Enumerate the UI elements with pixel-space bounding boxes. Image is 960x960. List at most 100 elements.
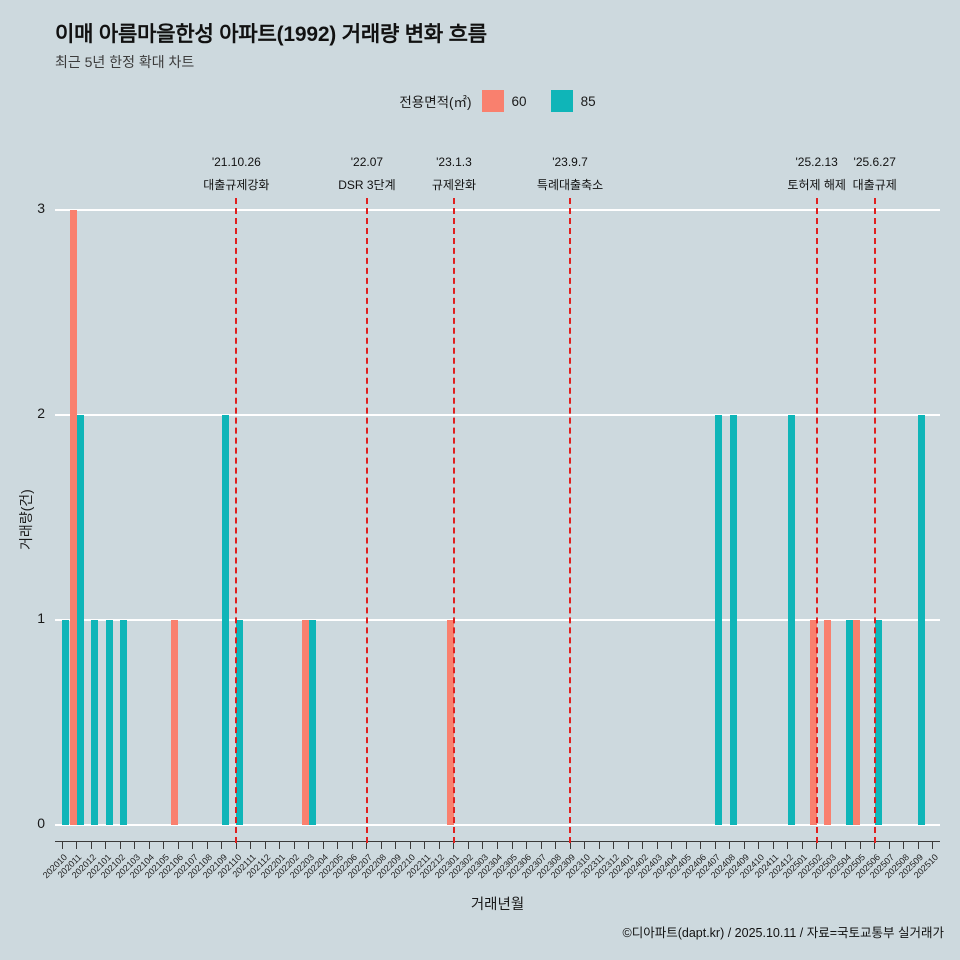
x-tick-mark [671,841,673,849]
x-tick-mark [337,841,339,849]
x-tick-mark [424,841,426,849]
x-tick-mark [409,841,411,849]
x-tick-mark [772,841,774,849]
x-tick-mark [105,841,107,849]
x-tick-mark [787,841,789,849]
x-tick-mark [598,841,600,849]
legend: 전용면적(㎡) 60 85 [55,90,940,112]
bar-60-202203 [301,620,309,825]
x-tick-mark [700,841,702,849]
x-tick-mark [758,841,760,849]
bar-60-202502 [809,620,817,825]
y-tick-label: 3 [37,200,45,216]
x-tick-mark [148,841,150,849]
x-tick-mark [714,841,716,849]
x-tick-mark [729,841,731,849]
x-tick-mark [453,841,455,849]
bar-60-202505 [853,620,861,825]
x-tick-mark [438,841,440,849]
bar-85-202012 [91,620,99,825]
event-label: 특례대출축소 [536,178,604,192]
x-tick-mark [250,841,252,849]
x-tick-mark [119,841,121,849]
event-label: 규제완화 [431,178,477,192]
x-tick-mark [293,841,295,849]
bar-85-202412 [787,415,795,825]
chart-subtitle: 최근 5년 한정 확대 차트 [55,54,195,70]
x-tick-mark [279,841,281,849]
event-line-202207 [365,198,368,843]
x-tick-mark [888,841,890,849]
event-date: '25.2.13 [795,155,838,169]
legend-label-60: 60 [511,93,527,109]
gridline-3 [55,209,940,211]
event-line-202506 [873,198,876,843]
legend-label-85: 85 [580,93,596,109]
x-tick-mark [917,841,919,849]
x-tick-mark [932,841,934,849]
bar-60-202106 [171,620,179,825]
x-tick-mark [845,841,847,849]
x-tick-mark [685,841,687,849]
x-tick-mark [511,841,513,849]
bar-85-202408 [729,415,737,825]
legend-title: 전용면적(㎡) [399,95,472,110]
x-tick-mark [467,841,469,849]
plot-area: 0 1 2 3 202010 202011 202012 202101 202102 202103… [37,198,940,880]
event-annotation-202502: '25.2.13 토허제 해제 [787,155,846,193]
x-tick-mark [134,841,136,849]
event-annotation-202506: '25.6.27 대출규제 [853,155,897,193]
bar-85-202010 [62,620,70,825]
x-tick-mark [177,841,179,849]
x-tick-mark [613,841,615,849]
gridline-1 [55,619,940,621]
event-annotation-202309: '23.9.7 특례대출축소 [537,155,603,193]
bar-85-202203 [308,620,316,825]
x-tick-mark [801,841,803,849]
event-date: '21.10.26 [211,155,261,169]
x-tick-mark [61,841,63,849]
event-line-202110 [235,198,238,843]
x-tick-mark [221,841,223,849]
bar-85-202506 [874,620,882,825]
event-date: '23.9.7 [552,155,588,169]
event-label: 토허제 해제 [787,178,846,192]
bar-60-202503 [824,620,832,825]
x-tick-mark [526,841,528,849]
bar-85-202509 [918,415,926,825]
x-tick-mark [584,841,586,849]
x-tick-mark [859,841,861,849]
x-tick-mark [627,841,629,849]
x-tick-mark [351,841,353,849]
y-tick-label: 0 [37,815,45,831]
bar-85-202102 [120,620,128,825]
bar-85-202504 [845,620,853,825]
x-tick-mark [395,841,397,849]
x-tick-mark [163,841,165,849]
x-tick-mark [90,841,92,849]
event-line-202309 [569,198,572,843]
x-tick-mark [366,841,368,849]
x-tick-mark [569,841,571,849]
event-label: 대출규제 [852,178,897,192]
x-tick-mark [308,841,310,849]
x-tick-mark [555,841,557,849]
x-tick-mark [235,841,237,849]
event-annotation-202301: '23.1.3 규제완화 [432,155,476,193]
x-tick-mark [482,841,484,849]
bar-85-202110 [236,620,244,825]
x-tick-mark [497,841,498,849]
bar-85-202109 [221,415,229,825]
x-tick-mark [322,841,324,849]
x-tick-mark [206,841,208,849]
x-tick-mark [874,841,876,849]
x-tick-mark [816,841,818,849]
y-tick-label: 1 [37,610,45,626]
x-tick-mark [656,841,658,849]
event-line-202301 [452,198,455,843]
legend-swatch-85 [550,90,573,112]
gridline-0 [55,824,940,826]
x-axis-title: 거래년월 [470,897,525,913]
copyright-footer: ©디아파트(dapt.kr) / 2025.10.11 / 자료=국토교통부 실… [622,926,945,940]
